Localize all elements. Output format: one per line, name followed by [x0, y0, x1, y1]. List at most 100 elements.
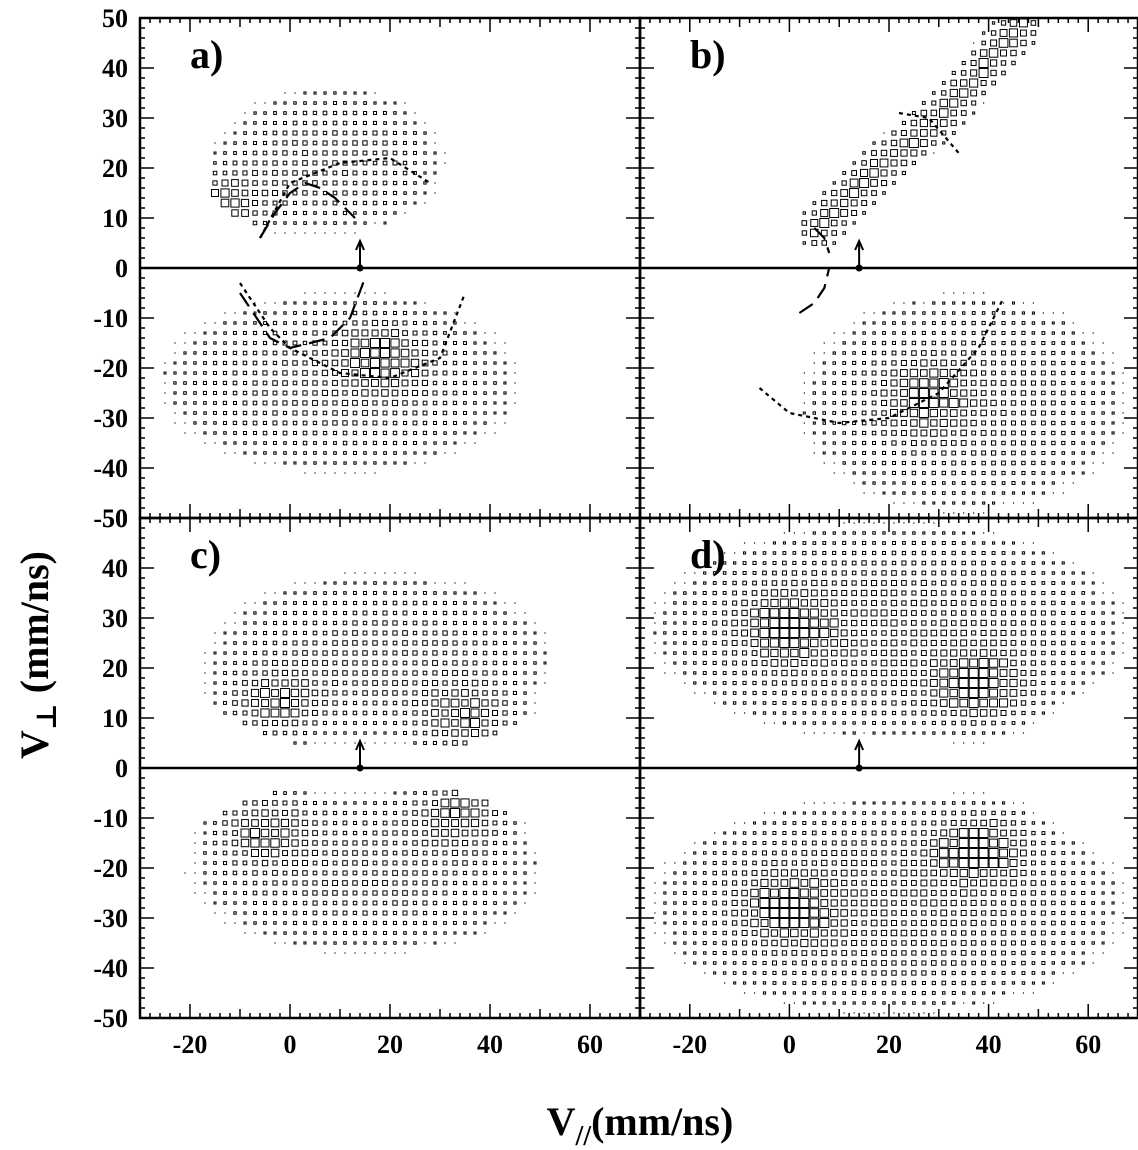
- data-point: [1111, 421, 1115, 425]
- data-point: [851, 560, 857, 566]
- data-point: [702, 591, 707, 595]
- data-point: [494, 342, 496, 344]
- data-point: [1001, 450, 1006, 456]
- data-point: [920, 670, 927, 676]
- data-point: [452, 360, 458, 366]
- data-point: [422, 730, 428, 736]
- data-point: [193, 361, 197, 365]
- data-point: [413, 321, 417, 325]
- data-point: [270, 708, 280, 718]
- data-point: [1041, 410, 1046, 416]
- data-point: [342, 870, 348, 876]
- data-point: [343, 581, 347, 585]
- data-point: [881, 140, 887, 146]
- data-point: [664, 942, 666, 944]
- data-point: [371, 389, 379, 397]
- data-point: [372, 700, 378, 706]
- data-point: [663, 611, 667, 615]
- data-point: [442, 860, 448, 866]
- data-point: [920, 849, 928, 857]
- data-point: [882, 541, 886, 545]
- data-point: [812, 401, 816, 405]
- data-point: [352, 420, 358, 426]
- data-point: [353, 601, 358, 606]
- data-point: [799, 618, 810, 628]
- data-point: [174, 352, 176, 354]
- data-point: [1020, 650, 1027, 656]
- data-point: [404, 102, 406, 104]
- data-point: [920, 700, 927, 706]
- data-point: [991, 420, 997, 426]
- data-point: [850, 889, 858, 897]
- data-point: [240, 828, 250, 838]
- data-point: [383, 111, 387, 115]
- data-point: [334, 472, 336, 474]
- data-point: [842, 390, 847, 396]
- data-point: [654, 892, 656, 894]
- data-point: [383, 311, 387, 315]
- data-point: [1011, 811, 1016, 815]
- data-point: [1011, 920, 1016, 926]
- data-point: [311, 699, 319, 707]
- data-point: [760, 928, 769, 938]
- data-point: [900, 360, 907, 366]
- data-point: [831, 690, 837, 696]
- data-point: [981, 971, 986, 975]
- data-point: [362, 820, 368, 826]
- data-point: [664, 592, 666, 594]
- data-point: [243, 891, 248, 896]
- data-point: [822, 820, 827, 826]
- data-point: [971, 731, 976, 735]
- data-point: [770, 869, 779, 877]
- data-point: [789, 608, 800, 618]
- data-point: [959, 868, 968, 878]
- data-point: [352, 850, 358, 856]
- data-point: [382, 910, 388, 916]
- data-point: [929, 848, 939, 858]
- data-point: [900, 849, 907, 857]
- data-point: [664, 672, 666, 674]
- data-point: [939, 368, 948, 378]
- data-point: [752, 711, 757, 715]
- data-point: [1061, 691, 1065, 695]
- data-point: [402, 430, 408, 436]
- data-point: [983, 532, 985, 534]
- data-point: [270, 698, 280, 708]
- data-point: [1061, 410, 1066, 415]
- data-point: [873, 312, 875, 314]
- data-point: [941, 491, 946, 495]
- data-point: [851, 700, 857, 706]
- data-point: [851, 950, 857, 956]
- data-point: [811, 840, 817, 846]
- data-point: [931, 930, 937, 936]
- data-point: [654, 922, 656, 924]
- data-point: [831, 860, 837, 866]
- data-point: [1030, 610, 1037, 616]
- data-point: [1041, 920, 1046, 926]
- data-point: [1081, 601, 1085, 605]
- data-point: [352, 400, 358, 406]
- data-point: [261, 859, 269, 867]
- data-point: [262, 650, 268, 656]
- data-point: [991, 340, 996, 346]
- data-point: [533, 671, 537, 675]
- data-point: [1092, 852, 1094, 854]
- data-point: [991, 491, 996, 495]
- data-point: [841, 610, 848, 617]
- data-point: [831, 960, 837, 966]
- data-point: [742, 841, 747, 845]
- data-point: [452, 680, 458, 686]
- data-point: [1051, 620, 1056, 626]
- data-point: [514, 612, 516, 614]
- data-point: [283, 911, 287, 915]
- data-point: [433, 171, 437, 175]
- data-point: [942, 991, 946, 995]
- data-point: [424, 462, 426, 464]
- data-point: [761, 660, 768, 666]
- data-point: [322, 200, 328, 206]
- data-point: [841, 940, 847, 946]
- data-point: [911, 590, 917, 596]
- data-point: [271, 829, 279, 837]
- data-point: [702, 621, 707, 625]
